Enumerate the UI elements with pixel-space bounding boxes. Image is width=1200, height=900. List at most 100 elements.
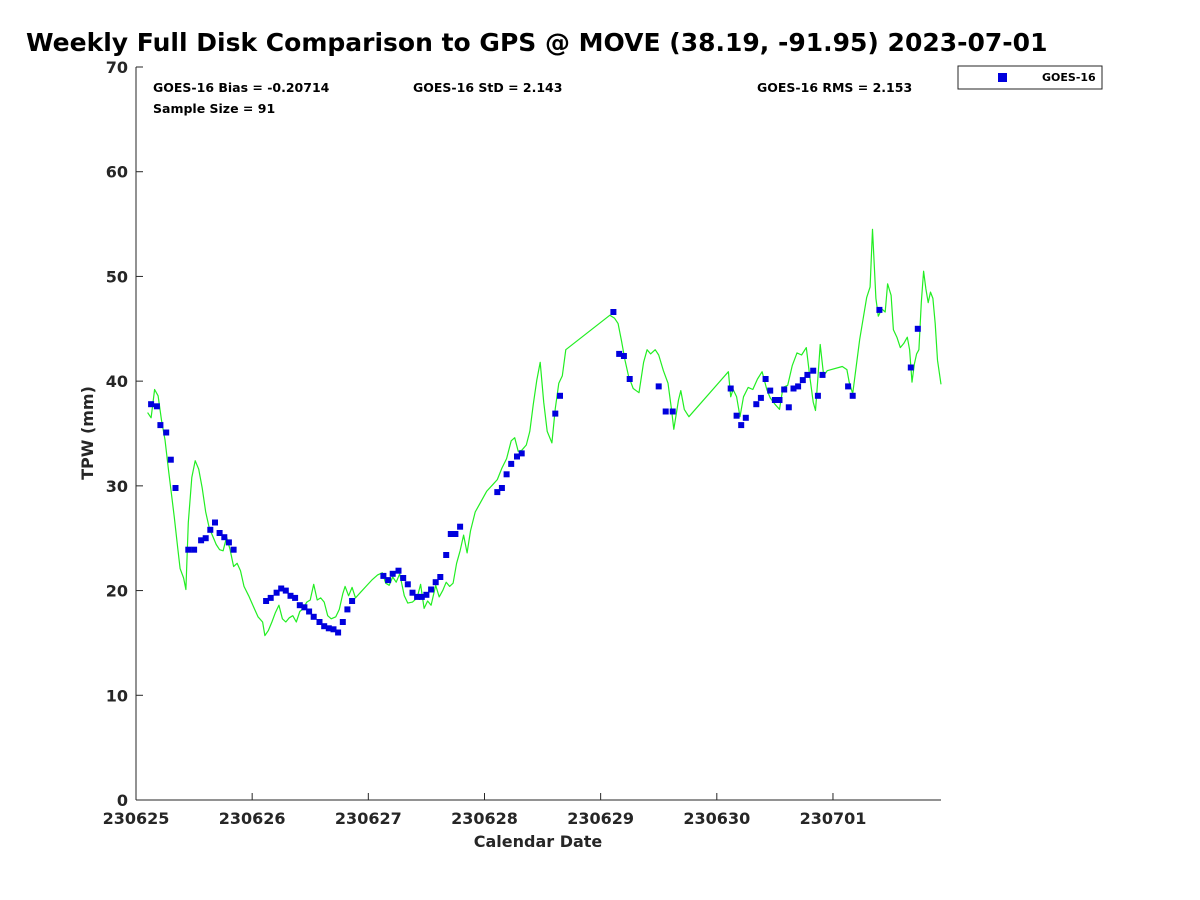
goes-16-point <box>508 460 515 467</box>
goes-16-point <box>437 574 444 580</box>
goes-16-point <box>428 586 435 593</box>
legend-marker <box>998 73 1007 82</box>
goes-16-point <box>776 397 783 403</box>
x-tick-label: 230630 <box>683 809 750 828</box>
goes-16-point <box>498 485 505 491</box>
goes-16-point <box>457 523 464 530</box>
goes-16-point <box>733 412 740 419</box>
goes-16-point <box>321 623 328 630</box>
goes-16-point <box>616 350 623 357</box>
goes-16-point <box>157 422 164 429</box>
goes-16-point <box>292 594 299 601</box>
goes-16-point <box>790 385 797 392</box>
x-axis-title: Calendar Date <box>474 832 603 851</box>
goes-16-point <box>380 572 387 579</box>
y-axis-title: TPW (mm) <box>78 386 97 480</box>
goes-16-point <box>273 589 280 596</box>
gps-line <box>147 228 942 637</box>
goes-16-point <box>753 401 760 408</box>
goes-16-point <box>610 309 617 315</box>
x-tick-label: 230701 <box>800 809 867 828</box>
goes-16-point <box>814 392 821 399</box>
goes-16-point <box>795 383 802 390</box>
goes-16-point <box>163 429 170 436</box>
y-tick-label: 40 <box>106 372 128 391</box>
goes-16-point <box>514 453 520 460</box>
goes-16-point <box>443 552 450 558</box>
goes-16-point <box>447 531 454 537</box>
goes-16-point <box>418 593 425 600</box>
goes-16-point <box>742 414 749 421</box>
goes-16-point <box>849 392 856 399</box>
goes-16-point <box>781 386 788 393</box>
y-tick-label: 60 <box>106 163 128 182</box>
goes-16-point <box>655 383 662 390</box>
goes-16-point <box>316 619 323 625</box>
chart-title: Weekly Full Disk Comparison to GPS @ MOV… <box>26 28 1048 57</box>
goes-16-series <box>148 306 921 636</box>
goes-16-point <box>409 589 416 596</box>
goes-16-point <box>452 531 459 537</box>
goes-16-point <box>400 575 407 581</box>
std-stat: GOES-16 StD = 2.143 <box>413 80 562 95</box>
goes-16-point <box>620 353 627 359</box>
y-tick-label: 0 <box>117 791 128 810</box>
goes-16-point <box>395 567 402 574</box>
y-tick-label: 10 <box>106 686 128 705</box>
x-tick-label: 230625 <box>103 809 170 828</box>
goes-16-point <box>626 376 633 382</box>
goes-16-point <box>494 489 501 496</box>
goes-16-point <box>216 530 223 536</box>
goes-16-point <box>404 581 411 588</box>
goes-16-point <box>757 394 764 401</box>
goes-16-point <box>202 535 209 542</box>
goes-16-point <box>212 519 218 526</box>
goes-16-point <box>771 397 778 403</box>
goes-16-point <box>153 403 160 410</box>
goes-16-point <box>914 325 921 332</box>
x-tick-label: 230629 <box>567 809 634 828</box>
goes-16-point <box>344 606 351 613</box>
goes-16-point <box>306 608 313 615</box>
goes-16-point <box>282 587 289 594</box>
y-tick-label: 50 <box>106 267 128 286</box>
goes-16-point <box>552 410 559 417</box>
goes-16-point <box>810 367 817 374</box>
goes-16-point <box>325 625 332 632</box>
goes-16-point <box>267 594 274 601</box>
goes-16-point <box>287 592 294 599</box>
goes-16-point <box>191 546 198 553</box>
bias-stat: GOES-16 Bias = -0.20714 <box>153 80 330 95</box>
goes-16-point <box>423 591 430 598</box>
goes-16-point <box>557 392 563 399</box>
goes-16-point <box>845 383 852 390</box>
goes-16-point <box>278 585 285 592</box>
goes-16-point <box>518 450 525 457</box>
legend-box <box>957 65 1103 90</box>
x-tick-label: 230626 <box>219 809 286 828</box>
goes-16-point <box>263 598 270 604</box>
goes-16-point <box>335 629 342 636</box>
legend-label: GOES-16 <box>1042 71 1096 84</box>
axes: 0 10 20 30 40 50 60 70 230625 230626 230627 230628 2… <box>103 58 941 828</box>
goes-16-point <box>221 534 228 541</box>
x-tick-label: 230628 <box>451 809 518 828</box>
goes-16-point <box>799 377 806 384</box>
goes-16-point <box>503 471 510 478</box>
goes-16-point <box>349 598 356 604</box>
goes-16-point <box>296 602 303 609</box>
goes-16-point <box>225 539 232 546</box>
rms-stat: GOES-16 RMS = 2.153 <box>757 80 912 95</box>
goes-16-point <box>385 577 392 584</box>
goes-16-point <box>804 371 811 378</box>
goes-16-point <box>148 401 155 408</box>
goes-16-point <box>414 593 421 600</box>
sample-size-stat: Sample Size = 91 <box>153 101 275 116</box>
goes-16-point <box>762 376 769 382</box>
goes-16-point <box>819 371 826 378</box>
goes-16-point <box>185 546 192 553</box>
goes-16-point <box>785 404 792 411</box>
goes-16-point <box>727 385 734 392</box>
goes-16-point <box>389 570 396 577</box>
